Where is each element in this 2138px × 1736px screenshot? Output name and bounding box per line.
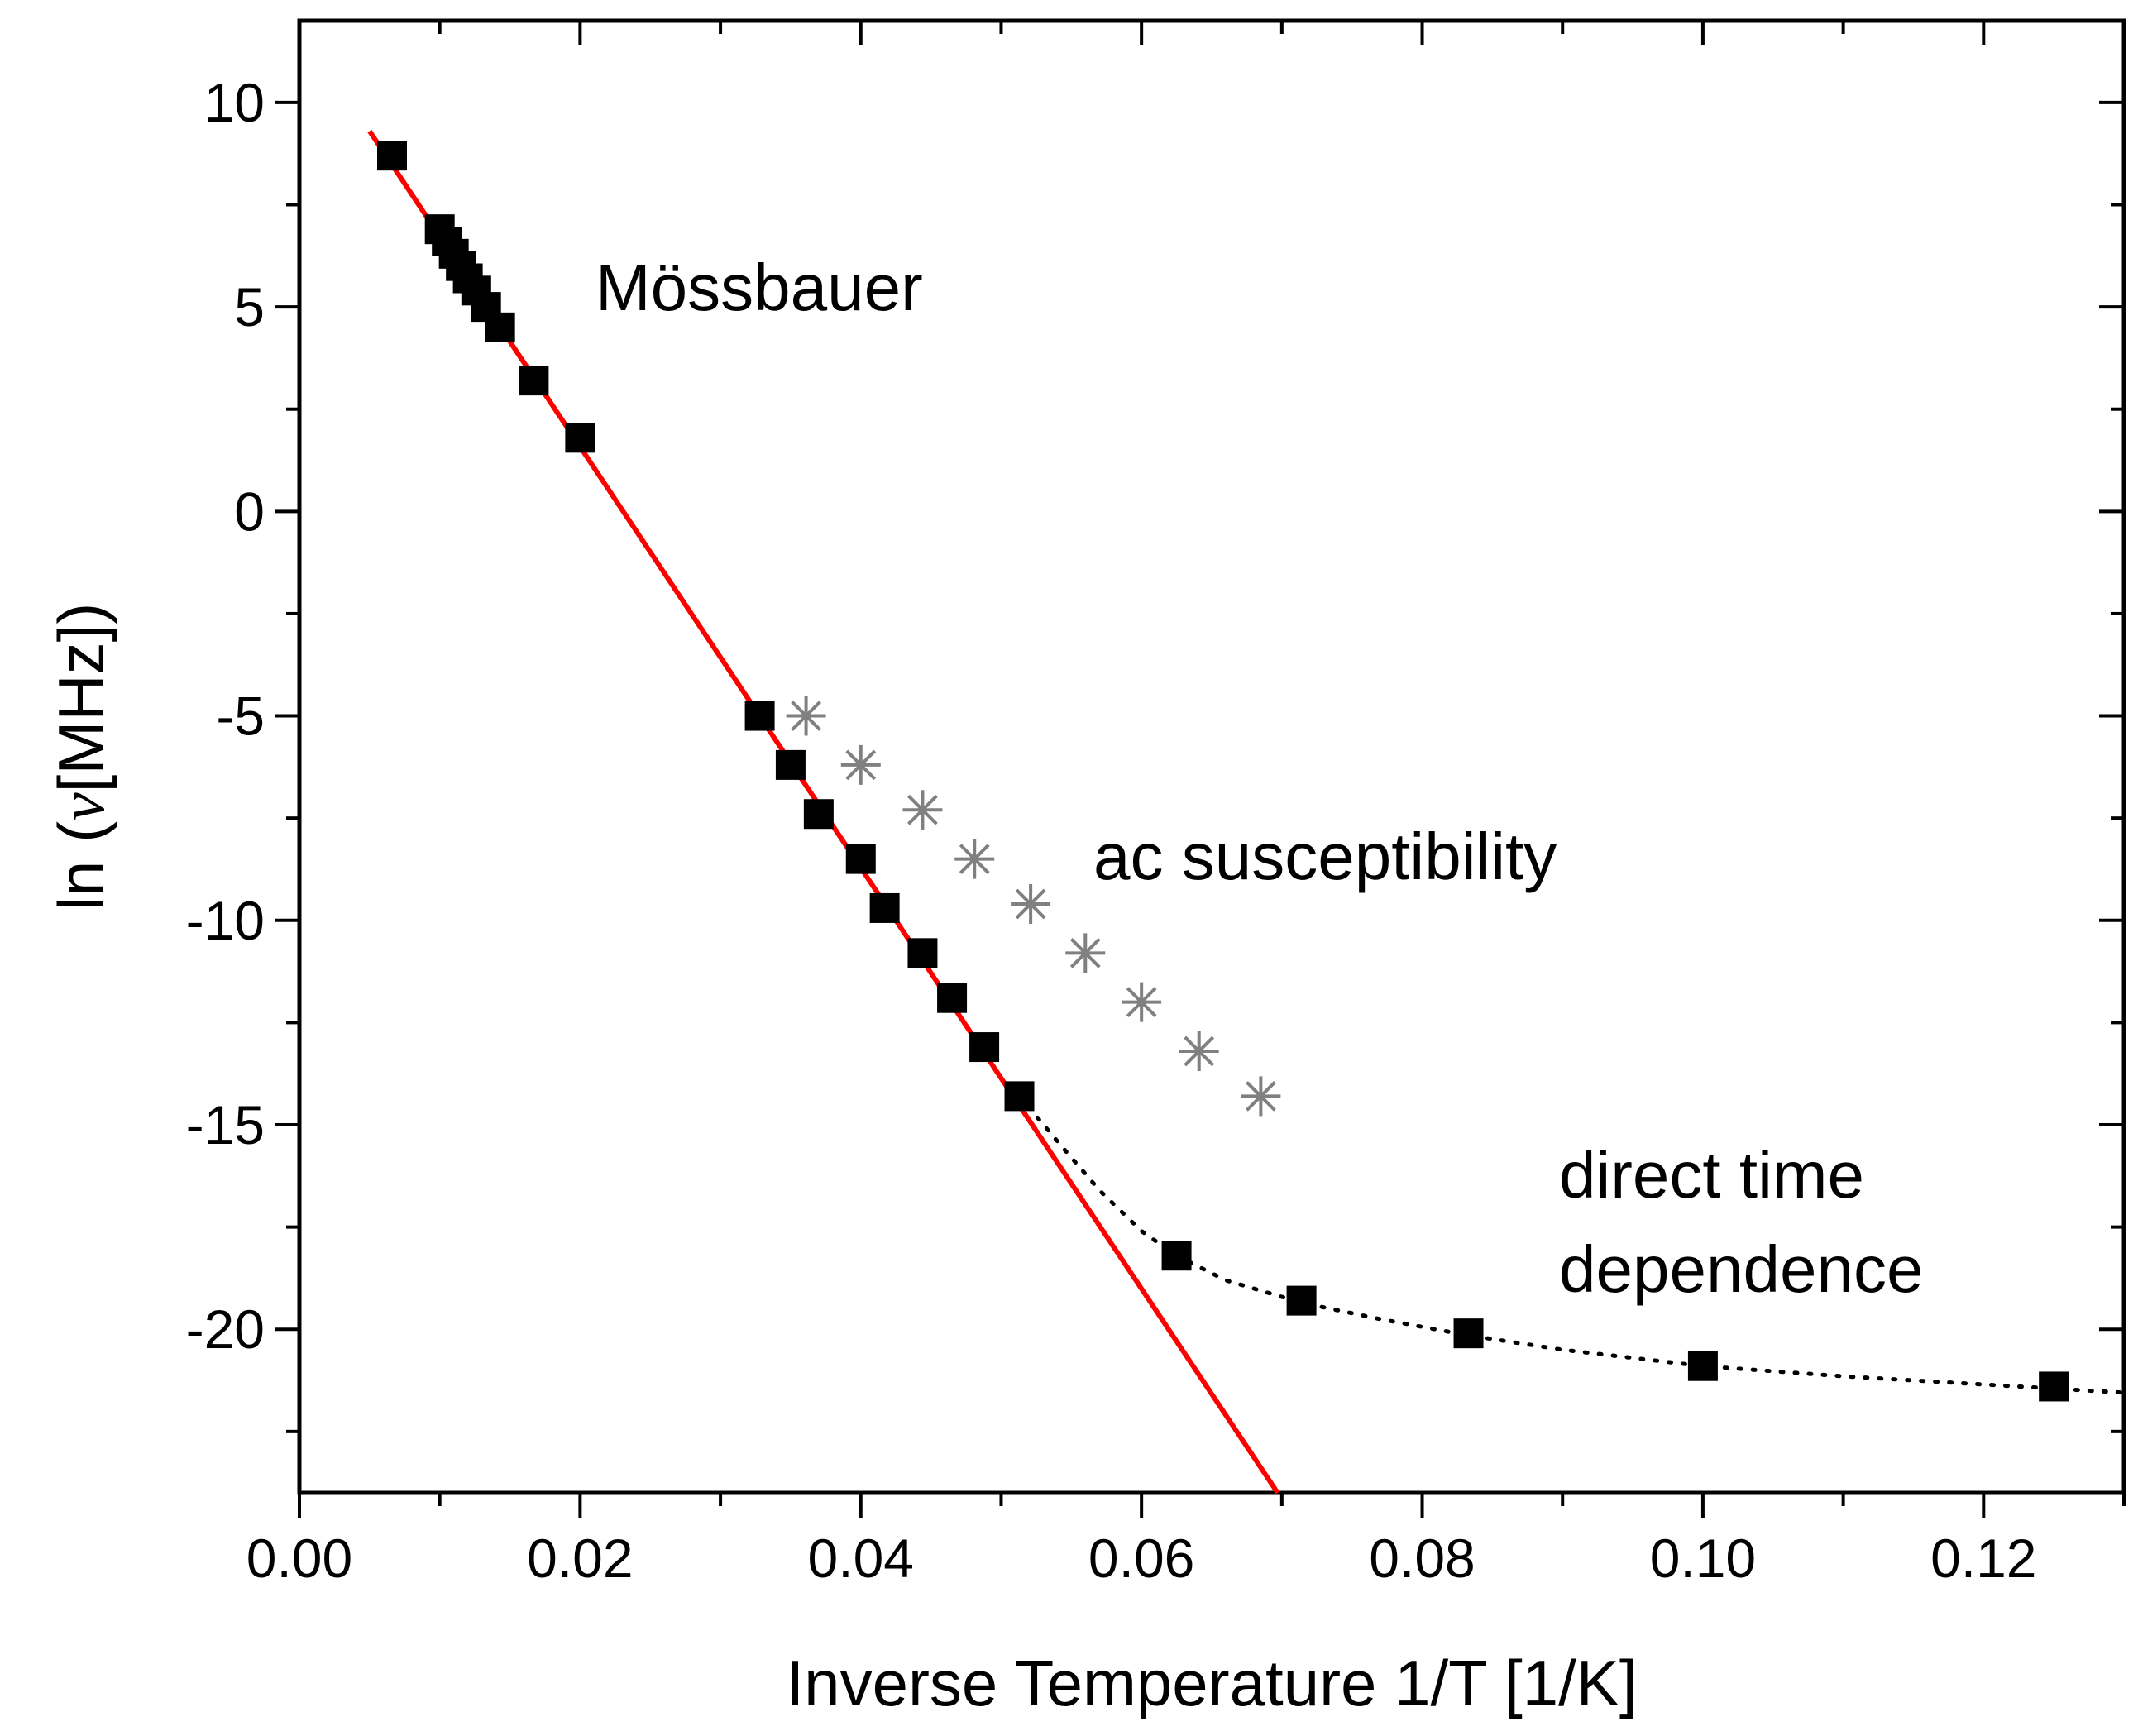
x-tick-label: 0.06 xyxy=(1088,1528,1194,1589)
x-tick-label: 0.02 xyxy=(527,1528,633,1589)
x-axis-title: Inverse Temperature 1/T [1/K] xyxy=(787,1647,1638,1719)
y-tick-label: 0 xyxy=(234,481,265,542)
data-point-asterisk xyxy=(1011,884,1051,924)
data-point-square xyxy=(845,844,876,874)
data-point-square xyxy=(485,312,515,342)
data-point-asterisk xyxy=(1179,1031,1219,1071)
asterisk-stroke xyxy=(1126,987,1157,1018)
asterisk-stroke xyxy=(845,749,877,781)
data-point-square xyxy=(1453,1318,1484,1349)
asterisk-stroke xyxy=(1069,937,1101,968)
axis-ticks xyxy=(275,21,2126,1518)
y-tick-label: -10 xyxy=(186,890,265,951)
data-point-asterisk xyxy=(1241,1076,1281,1117)
x-tick-label: 0.08 xyxy=(1369,1528,1475,1589)
data-point-square xyxy=(803,799,834,830)
x-tick-label: 0.10 xyxy=(1650,1528,1756,1589)
asterisk-stroke xyxy=(959,844,990,874)
data-point-square xyxy=(969,1032,1000,1063)
y-axis-title-prefix: ln ( xyxy=(45,821,117,911)
data-point-square xyxy=(869,892,900,923)
asterisk-stroke xyxy=(1184,1035,1215,1067)
y-tick-label: 5 xyxy=(234,276,265,337)
data-point-square xyxy=(2039,1371,2069,1402)
y-tick-label: 10 xyxy=(204,72,265,133)
y-axis-title: ln (ν[MHz]) xyxy=(45,603,117,911)
annotation-direct-time: direct time xyxy=(1559,1138,1864,1212)
data-point-square xyxy=(937,983,968,1013)
data-point-square xyxy=(565,423,595,453)
annotation-mossbauer: Mössbauer xyxy=(595,251,923,324)
annotation-dependence: dependence xyxy=(1559,1232,1923,1306)
data-point-square xyxy=(376,141,407,171)
plot-frame xyxy=(297,18,2126,1495)
axis-tick-labels: 0.00 0.02 0.04 0.06 0.08 0.10 0.12 10 5 0 -5 -10 -15… xyxy=(186,72,2037,1589)
y-tick-label: -15 xyxy=(186,1094,265,1155)
y-tick-label: -5 xyxy=(216,686,265,747)
data-point-square xyxy=(907,938,938,968)
plot-markers xyxy=(376,141,2069,1402)
data-point-square xyxy=(775,749,806,780)
x-tick-label: 0.04 xyxy=(808,1528,914,1589)
data-point-asterisk xyxy=(1122,982,1162,1022)
data-point-asterisk xyxy=(954,839,995,879)
asterisk-stroke xyxy=(907,794,938,825)
data-point-square xyxy=(1004,1081,1035,1112)
asterisk-stroke xyxy=(791,701,821,731)
data-point-square xyxy=(519,366,549,396)
y-tick-label: -20 xyxy=(186,1298,265,1360)
y-axis-title-suffix: [MHz]) xyxy=(45,603,117,793)
data-point-asterisk xyxy=(1065,933,1106,973)
annotation-ac-susceptibility: ac susceptibility xyxy=(1093,820,1557,893)
data-point-asterisk xyxy=(786,696,826,736)
x-tick-label: 0.12 xyxy=(1930,1528,2036,1589)
data-point-asterisk xyxy=(840,744,881,785)
data-point-square xyxy=(1687,1351,1718,1381)
asterisk-stroke xyxy=(1015,888,1046,920)
x-tick-label: 0.00 xyxy=(246,1528,352,1589)
data-point-asterisk xyxy=(902,790,943,830)
data-point-square xyxy=(744,701,775,731)
data-point-square xyxy=(1161,1241,1192,1271)
asterisk-stroke xyxy=(1246,1081,1276,1112)
data-point-square xyxy=(1286,1285,1317,1316)
y-axis-title-symbol: ν xyxy=(45,792,117,821)
